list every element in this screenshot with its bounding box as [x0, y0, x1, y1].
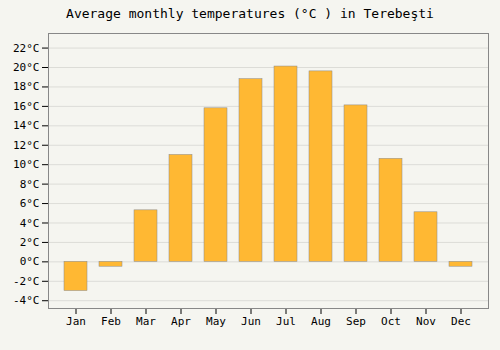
- svg-text:4°C: 4°C: [20, 217, 40, 230]
- svg-text:2°C: 2°C: [20, 236, 40, 249]
- svg-text:Jun: Jun: [241, 315, 261, 328]
- svg-text:0°C: 0°C: [20, 255, 40, 268]
- svg-text:Apr: Apr: [171, 315, 191, 328]
- svg-text:Nov: Nov: [416, 315, 436, 328]
- svg-text:Jan: Jan: [66, 315, 86, 328]
- svg-text:May: May: [206, 315, 226, 328]
- svg-text:20°C: 20°C: [13, 61, 40, 74]
- svg-text:Sep: Sep: [346, 315, 366, 328]
- svg-text:Mar: Mar: [136, 315, 156, 328]
- svg-text:10°C: 10°C: [13, 158, 40, 171]
- svg-text:16°C: 16°C: [13, 100, 40, 113]
- svg-text:22°C: 22°C: [13, 42, 40, 55]
- svg-text:Feb: Feb: [101, 315, 121, 328]
- svg-text:6°C: 6°C: [20, 197, 40, 210]
- svg-text:14°C: 14°C: [13, 119, 40, 132]
- svg-text:Dec: Dec: [451, 315, 471, 328]
- svg-text:-2°C: -2°C: [13, 275, 40, 288]
- svg-text:Oct: Oct: [381, 315, 401, 328]
- html-text:Average monthly temperatures (: Average monthly temperatures (°C ) in Te…: [66, 6, 434, 21]
- svg-text:12°C: 12°C: [13, 139, 40, 152]
- svg-text:Aug: Aug: [311, 315, 331, 328]
- svg-text:Jul: Jul: [276, 315, 296, 328]
- svg-text:18°C: 18°C: [13, 80, 40, 93]
- svg-text:-4°C: -4°C: [13, 294, 40, 307]
- svg-text:8°C: 8°C: [20, 178, 40, 191]
